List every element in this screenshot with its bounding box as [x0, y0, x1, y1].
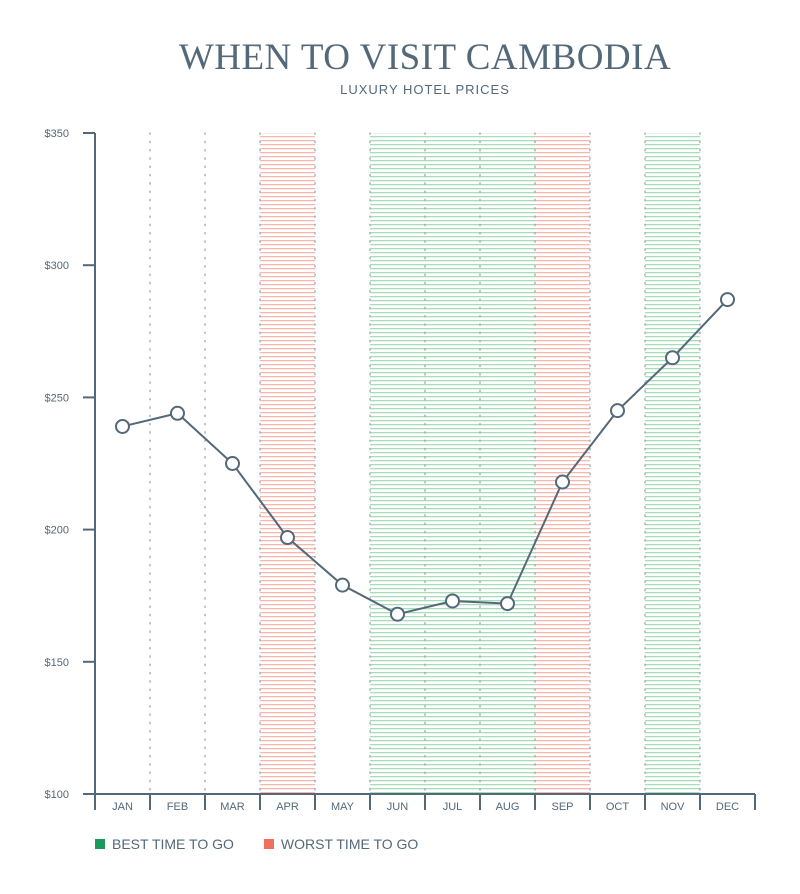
y-tick-label: $250: [45, 392, 69, 404]
band-apr: [260, 133, 315, 794]
chart-subtitle: LUXURY HOTEL PRICES: [340, 82, 510, 97]
x-tick-label: MAY: [331, 801, 355, 813]
band-jul: [425, 133, 480, 794]
legend-best: BEST TIME TO GO: [95, 836, 234, 852]
series-line: [122, 298, 729, 616]
band-jun: [370, 133, 425, 794]
x-tick-label: DEC: [716, 801, 739, 813]
x-tick-label: APR: [276, 801, 299, 813]
x-tick-label: JUL: [443, 801, 463, 813]
data-point-jan: [115, 418, 130, 434]
band-nov: [645, 133, 700, 794]
x-tick-label: SEP: [551, 801, 573, 813]
y-tick-label: $100: [45, 789, 69, 801]
data-point-may: [335, 577, 350, 593]
data-point-jun: [390, 606, 405, 622]
band-sep: [535, 133, 590, 794]
y-tick-label: $200: [45, 525, 69, 537]
x-tick-label: AUG: [496, 801, 520, 813]
band-aug: [480, 133, 535, 794]
data-point-sep: [555, 474, 570, 490]
legend-worst-label: WORST TIME TO GO: [280, 836, 419, 852]
data-point-mar: [225, 456, 240, 471]
legend-best-label: BEST TIME TO GO: [112, 836, 234, 852]
x-tick-label: FEB: [167, 801, 188, 813]
worst-swatch: [263, 839, 274, 849]
x-tick-label: JAN: [112, 801, 133, 813]
x-tick-label: OCT: [606, 801, 630, 813]
legend: BEST TIME TO GO WORST TIME TO GO: [95, 836, 418, 852]
y-tick-label: $350: [45, 128, 69, 140]
x-tick-label: MAR: [220, 801, 245, 813]
data-point-jul: [445, 593, 460, 609]
legend-worst: WORST TIME TO GO: [263, 836, 419, 852]
data-point-nov: [665, 350, 680, 366]
y-tick-label: $300: [45, 260, 69, 272]
chart-title: WHEN TO VISIT CAMBODIA: [178, 37, 672, 78]
data-point-feb: [170, 405, 185, 421]
data-point-oct: [610, 403, 625, 419]
data-point-aug: [500, 596, 515, 612]
data-point-dec: [720, 292, 735, 308]
x-tick-label: NOV: [661, 801, 686, 813]
data-point-apr: [280, 530, 295, 546]
x-tick-label: JUN: [387, 801, 408, 813]
y-tick-label: $150: [45, 657, 69, 669]
best-swatch: [95, 839, 105, 849]
